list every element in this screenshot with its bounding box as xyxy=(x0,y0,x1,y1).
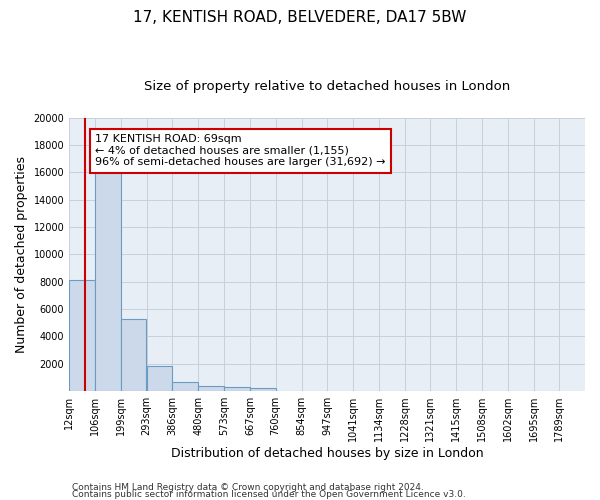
Title: Size of property relative to detached houses in London: Size of property relative to detached ho… xyxy=(144,80,510,93)
Bar xyxy=(147,366,172,391)
Bar xyxy=(250,388,275,391)
Text: Contains public sector information licensed under the Open Government Licence v3: Contains public sector information licen… xyxy=(72,490,466,499)
Text: 17 KENTISH ROAD: 69sqm
← 4% of detached houses are smaller (1,155)
96% of semi-d: 17 KENTISH ROAD: 69sqm ← 4% of detached … xyxy=(95,134,386,168)
Bar xyxy=(95,166,121,391)
Bar xyxy=(199,386,224,391)
Bar xyxy=(69,280,95,391)
Bar xyxy=(172,382,198,391)
Text: 17, KENTISH ROAD, BELVEDERE, DA17 5BW: 17, KENTISH ROAD, BELVEDERE, DA17 5BW xyxy=(133,10,467,25)
X-axis label: Distribution of detached houses by size in London: Distribution of detached houses by size … xyxy=(171,447,484,460)
Bar xyxy=(224,388,250,391)
Text: Contains HM Land Registry data © Crown copyright and database right 2024.: Contains HM Land Registry data © Crown c… xyxy=(72,484,424,492)
Y-axis label: Number of detached properties: Number of detached properties xyxy=(15,156,28,353)
Bar xyxy=(121,318,146,391)
